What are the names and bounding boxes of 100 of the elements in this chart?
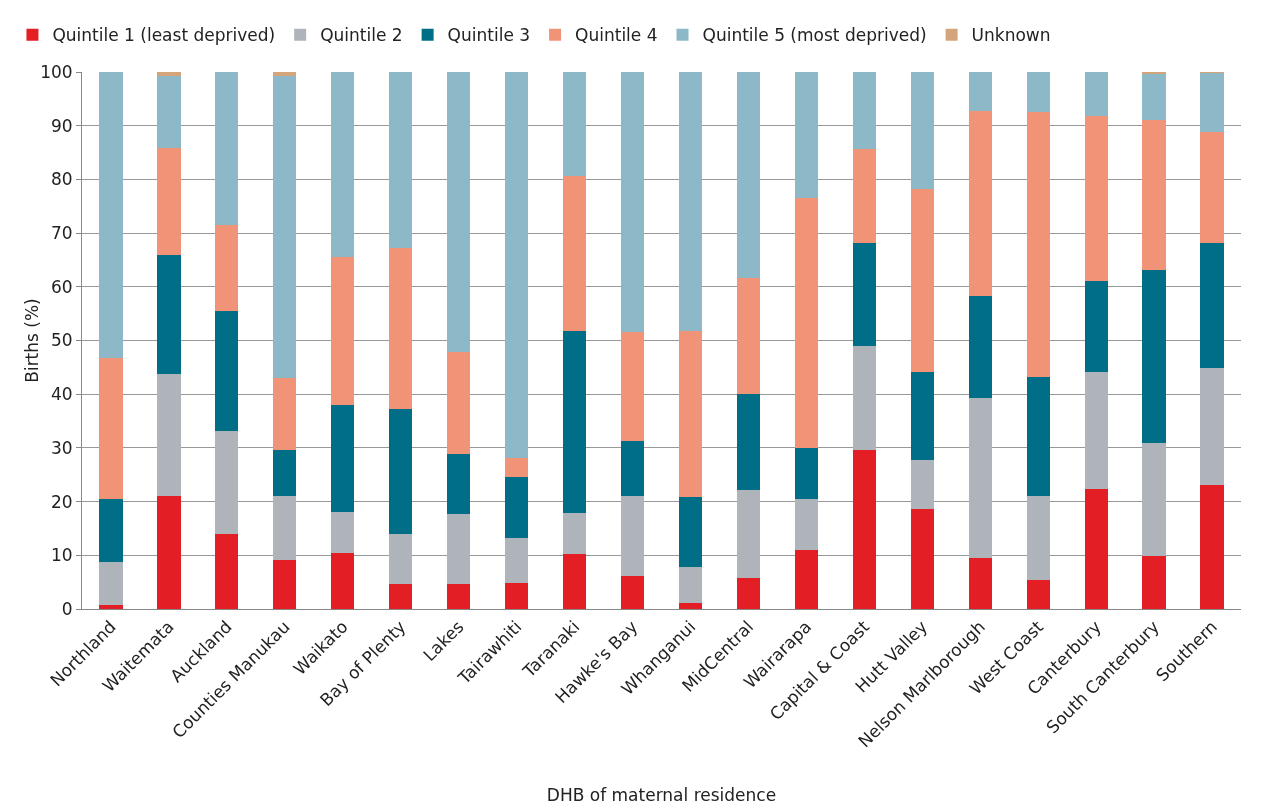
- legend-label: Quintile 5 (most deprived): [702, 25, 927, 46]
- bar: [215, 430, 239, 534]
- bar: [331, 553, 355, 609]
- bar: [273, 76, 297, 379]
- bar: [562, 331, 587, 513]
- y-axis-title: Births (%): [22, 298, 42, 383]
- bar: [1084, 72, 1108, 117]
- bar: [910, 508, 934, 609]
- bar: [505, 583, 529, 609]
- bar: [331, 72, 355, 257]
- y-tick-label: 90: [50, 115, 73, 136]
- bar: [273, 560, 297, 609]
- bar: [389, 248, 413, 409]
- bar: [215, 225, 239, 311]
- bar: [99, 605, 123, 609]
- bar: [505, 537, 529, 584]
- bar: [562, 553, 587, 609]
- bar: [447, 453, 471, 514]
- y-tick-label: 10: [50, 545, 73, 566]
- bar: [1200, 131, 1224, 244]
- bar: [736, 577, 761, 609]
- bar: [1142, 120, 1166, 270]
- y-tick-label: 30: [50, 437, 73, 458]
- bar: [331, 256, 355, 405]
- bar: [447, 72, 471, 352]
- legend-label: Quintile 3: [447, 25, 531, 46]
- bar: [968, 72, 992, 111]
- bar: [562, 176, 587, 332]
- y-tick-label: 100: [40, 61, 73, 82]
- bar: [968, 110, 992, 297]
- bar: [562, 512, 587, 554]
- bar: [852, 346, 876, 451]
- bar: [99, 498, 123, 562]
- bar: [620, 495, 645, 577]
- bar: [910, 72, 934, 189]
- bar: [678, 566, 703, 603]
- bar: [157, 72, 181, 76]
- bar: [99, 358, 123, 499]
- bar: [678, 72, 703, 332]
- bar: [852, 243, 876, 347]
- y-tick-label: 20: [50, 491, 73, 512]
- bar: [1142, 442, 1166, 556]
- bar: [99, 561, 123, 606]
- bar: [1026, 580, 1050, 609]
- bar: [1026, 72, 1050, 112]
- bar: [1026, 111, 1050, 378]
- bar: [505, 458, 529, 478]
- bar: [678, 331, 703, 497]
- bar: [620, 72, 645, 333]
- bar: [505, 72, 529, 459]
- bar: [157, 75, 181, 149]
- x-axis-title: DHB of maternal residence: [546, 785, 777, 805]
- bar: [968, 397, 992, 558]
- bar: [852, 72, 876, 150]
- bar: [447, 513, 471, 585]
- bar: [620, 576, 645, 609]
- y-tick-label: 60: [50, 276, 73, 297]
- bar: [157, 255, 181, 374]
- bar: [331, 512, 355, 554]
- bar: [1084, 116, 1108, 282]
- bar: [215, 310, 239, 431]
- bar: [1026, 495, 1050, 580]
- bar: [910, 188, 934, 372]
- bar: [1142, 73, 1166, 121]
- bar: [794, 499, 818, 551]
- bar: [620, 441, 645, 496]
- bar: [678, 602, 703, 609]
- bar: [1142, 269, 1166, 443]
- y-tick-label: 40: [50, 384, 73, 405]
- bar: [562, 72, 587, 177]
- bar: [273, 72, 297, 77]
- bar: [1200, 367, 1224, 486]
- bar: [620, 332, 645, 442]
- bar: [389, 533, 413, 585]
- bar: [736, 394, 761, 491]
- bar: [505, 477, 529, 538]
- bar: [1200, 243, 1224, 368]
- bar: [1142, 555, 1166, 609]
- bar: [1200, 72, 1224, 132]
- legend-label: Quintile 1 (least deprived): [52, 25, 276, 46]
- bar: [968, 296, 992, 398]
- bar: [273, 450, 297, 497]
- y-tick-label: 70: [50, 223, 73, 244]
- bar: [736, 277, 761, 395]
- bar: [968, 557, 992, 609]
- bar: [910, 460, 934, 509]
- bar: [910, 371, 934, 461]
- bar: [389, 72, 413, 249]
- bar: [1200, 485, 1224, 609]
- bar: [157, 148, 181, 256]
- bar: [736, 72, 761, 278]
- bar: [331, 404, 355, 513]
- bar: [678, 496, 703, 567]
- legend-label: Unknown: [971, 25, 1051, 46]
- bar: [447, 351, 471, 454]
- y-tick-label: 50: [50, 330, 73, 351]
- bar: [447, 584, 471, 609]
- bar: [273, 496, 297, 561]
- bar: [157, 373, 181, 497]
- y-tick-label: 80: [50, 169, 73, 190]
